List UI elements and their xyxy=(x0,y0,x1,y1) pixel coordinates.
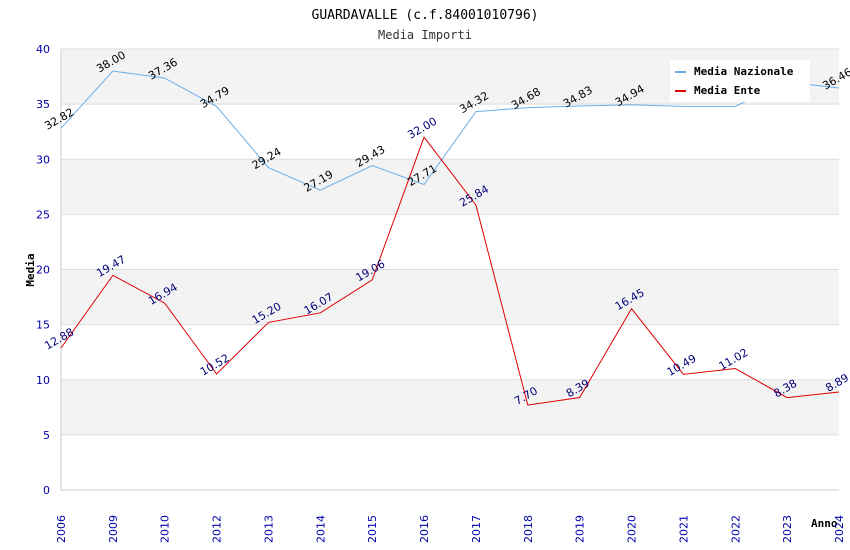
x-tick-label: 2023 xyxy=(781,515,794,543)
x-tick-label: 2012 xyxy=(211,515,224,543)
plot-band xyxy=(61,434,839,490)
legend-label-ente: Media Ente xyxy=(694,84,761,97)
plot-band xyxy=(61,214,839,270)
x-tick-label: 2013 xyxy=(262,515,275,543)
legend: Media Nazionale Media Ente xyxy=(670,60,810,102)
plot-band xyxy=(61,159,839,215)
y-tick-label: 15 xyxy=(36,319,50,332)
x-tick-label: 2022 xyxy=(729,515,742,543)
chart-title: GUARDAVALLE (c.f.84001010796) xyxy=(312,8,539,23)
x-axis-label: Anno xyxy=(811,517,838,530)
x-tick-label: 2021 xyxy=(677,515,690,543)
plot-band xyxy=(61,324,839,380)
x-axis-ticks: 2006 2009 2010 2012 2013 2014 2015 2016 2017 2018… xyxy=(55,515,846,543)
series-line-nazionale xyxy=(60,70,840,191)
y-tick-label: 10 xyxy=(36,374,50,387)
x-tick-label: 2018 xyxy=(522,515,535,543)
x-tick-label: 2014 xyxy=(314,515,327,543)
x-tick-label: 2019 xyxy=(574,515,587,543)
y-tick-label: 40 xyxy=(36,43,50,56)
plot-band xyxy=(61,269,839,325)
x-tick-label: 2009 xyxy=(107,515,120,543)
y-axis-label: Media xyxy=(24,253,37,286)
chart-subtitle: Media Importi xyxy=(378,28,472,42)
y-tick-label: 20 xyxy=(36,264,50,277)
series-lines xyxy=(60,70,840,406)
x-tick-label: 2017 xyxy=(470,515,483,543)
y-tick-label: 35 xyxy=(36,98,50,111)
x-tick-label: 2024 xyxy=(833,515,846,543)
x-tick-label: 2010 xyxy=(159,515,172,543)
x-tick-label: 2020 xyxy=(626,515,639,543)
y-axis-ticks: 0 5 10 15 20 25 30 35 40 xyxy=(36,43,50,497)
y-tick-label: 30 xyxy=(36,153,50,166)
plot-band xyxy=(61,104,839,160)
plot-band xyxy=(61,379,839,435)
series-line-ente xyxy=(60,136,840,406)
plot-bands xyxy=(61,49,839,490)
y-tick-label: 25 xyxy=(36,208,50,221)
x-tick-label: 2015 xyxy=(366,515,379,543)
legend-box xyxy=(670,60,810,102)
y-tick-label: 0 xyxy=(43,484,50,497)
x-tick-label: 2016 xyxy=(418,515,431,543)
legend-label-nazionale: Media Nazionale xyxy=(694,65,794,78)
gridlines xyxy=(60,48,839,491)
y-tick-label: 5 xyxy=(43,429,50,442)
x-tick-label: 2006 xyxy=(55,515,68,543)
